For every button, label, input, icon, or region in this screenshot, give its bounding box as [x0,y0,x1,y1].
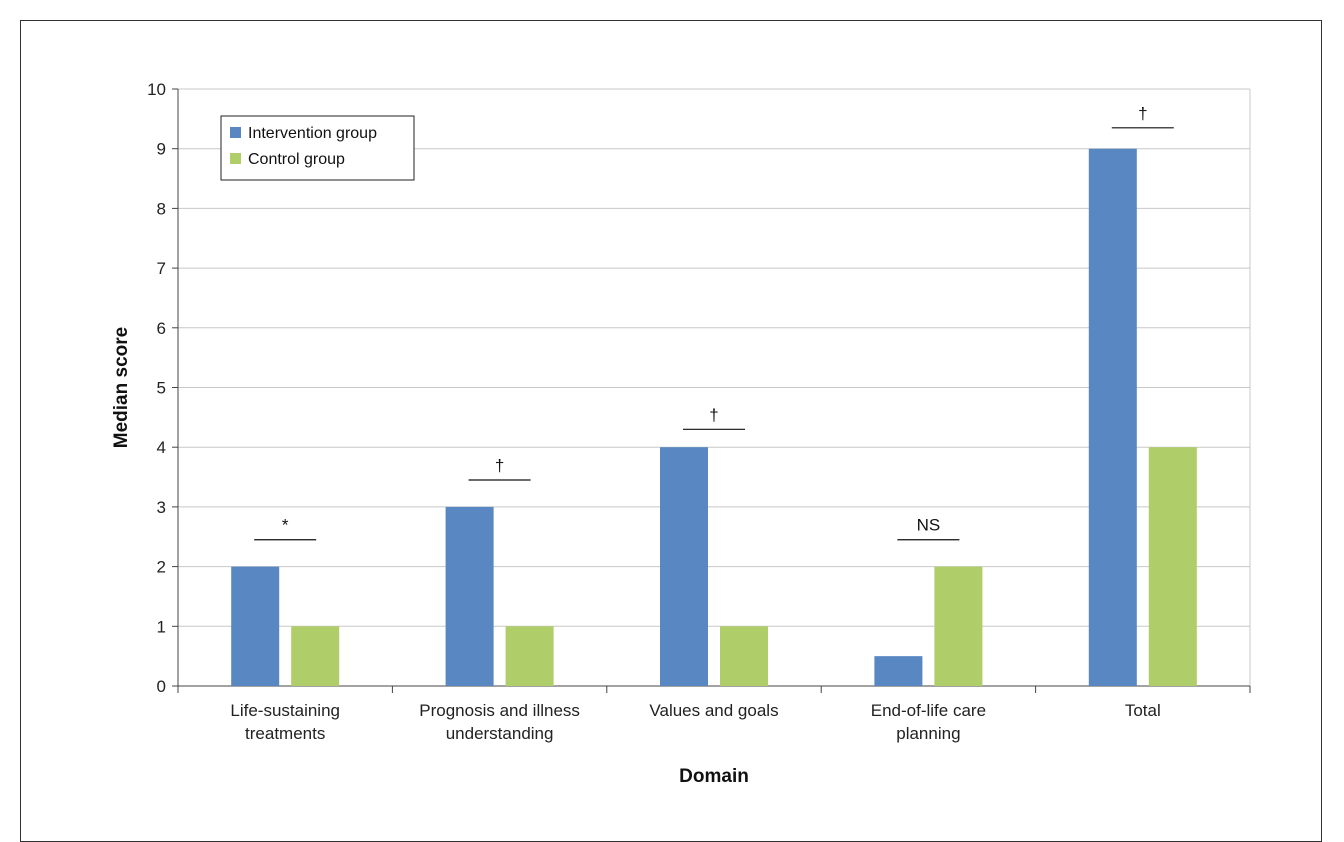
legend-label: Intervention group [248,125,377,142]
bars [231,148,1197,686]
y-tick-label: 3 [157,498,166,517]
bar-intervention [1088,148,1137,686]
x-category-label: Total [1125,701,1161,720]
x-category-label: treatments [245,724,325,743]
x-axis-title: Domain [679,766,749,787]
y-tick-label: 6 [157,319,166,338]
y-tick-label: 7 [157,259,166,278]
bar-control [720,626,768,686]
y-tick-label: 2 [157,558,166,577]
significance-label: † [1138,104,1147,123]
x-category-label: Life-sustaining [230,701,340,720]
gridlines [178,88,1251,686]
legend-label: Control group [248,151,345,168]
significance-label: † [709,405,718,424]
legend: Intervention group Control group [220,115,415,181]
legend-swatch [230,127,241,138]
significance-markers: * † † NS † [254,104,1174,541]
bar-control [505,626,554,686]
x-category-label: understanding [446,724,554,743]
x-category-label: planning [896,724,960,743]
x-category-label: Values and goals [649,701,778,720]
y-axis-title: Median score [111,327,132,448]
y-tick-label: 0 [157,677,166,696]
bar-control [291,626,340,686]
y-tick-label: 8 [157,199,166,218]
legend-box [220,115,415,181]
bar-intervention [231,566,280,686]
y-tick-label: 9 [157,140,166,159]
significance-label: * [282,516,289,535]
y-tick-label: 4 [157,438,166,457]
significance-label: † [495,456,504,475]
bar-control [1148,447,1197,686]
bar-control [934,566,983,686]
x-category-label: End-of-life care [871,701,986,720]
bar-chart: 0 1 2 3 4 5 6 7 8 9 10 * † † NS † Life-sustaining treat… [111,80,1251,787]
category-labels: Life-sustaining treatments Prognosis and i… [230,701,1160,743]
bar-intervention [874,656,923,686]
significance-label: NS [917,516,941,535]
y-tick-label: 10 [147,80,166,99]
legend-swatch [230,153,241,164]
axes: 0 1 2 3 4 5 6 7 8 9 10 [147,80,1251,696]
y-tick-label: 5 [157,379,166,398]
chart-frame: 0 1 2 3 4 5 6 7 8 9 10 * † † NS † Life-sustaining treat… [20,20,1322,842]
bar-intervention [445,506,494,686]
y-tick-label: 1 [157,617,166,636]
x-category-label: Prognosis and illness [419,701,580,720]
bar-intervention [660,447,708,686]
